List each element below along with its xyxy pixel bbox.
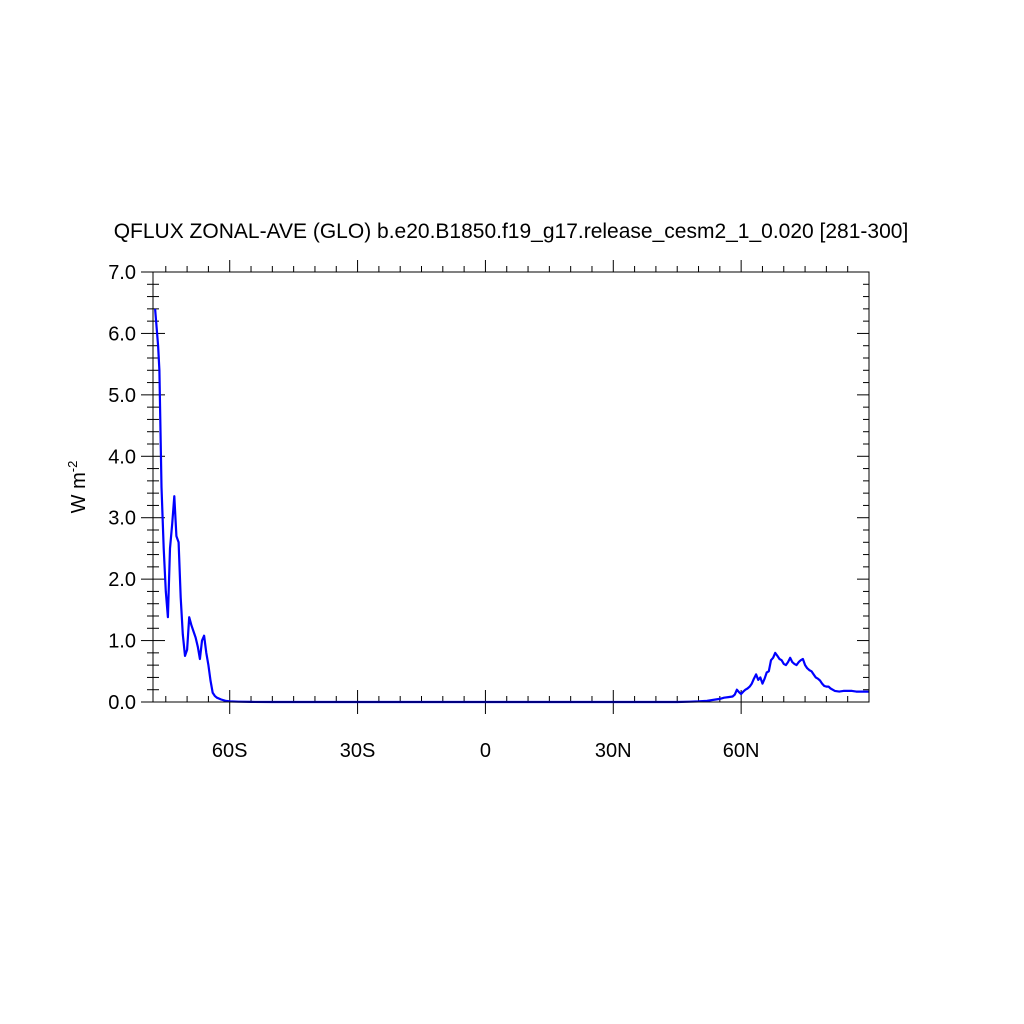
x-tick-label: 30S (340, 740, 376, 762)
chart-title: QFLUX ZONAL-AVE (GLO) b.e20.B1850.f19_g1… (114, 220, 909, 243)
x-tick-label: 30N (595, 740, 632, 762)
y-axis-label-text: W m (68, 472, 90, 513)
x-tick-label: 0 (480, 740, 491, 762)
y-axis-label-superscript: -2 (65, 461, 80, 473)
plot-frame (152, 271, 870, 703)
y-tick-label: 1.0 (108, 631, 136, 653)
y-tick-label: 4.0 (108, 446, 136, 468)
x-tick-label: 60N (723, 740, 760, 762)
series-line (154, 308, 869, 704)
ticks-layer (141, 260, 869, 714)
x-tick-label: 60S (212, 740, 248, 762)
y-tick-label: 2.0 (108, 569, 136, 591)
y-axis-label: W m-2 (65, 461, 90, 514)
y-tick-label: 5.0 (108, 385, 136, 407)
y-tick-label: 0.0 (108, 692, 136, 714)
y-tick-label: 6.0 (108, 323, 136, 345)
tick-labels-layer: 0.0 1.0 2.0 3.0 4.0 5.0 6.0 7.0 60S 30S 0 30N 60N (108, 262, 759, 762)
y-tick-label: 7.0 (108, 262, 136, 284)
y-tick-label: 3.0 (108, 508, 136, 530)
